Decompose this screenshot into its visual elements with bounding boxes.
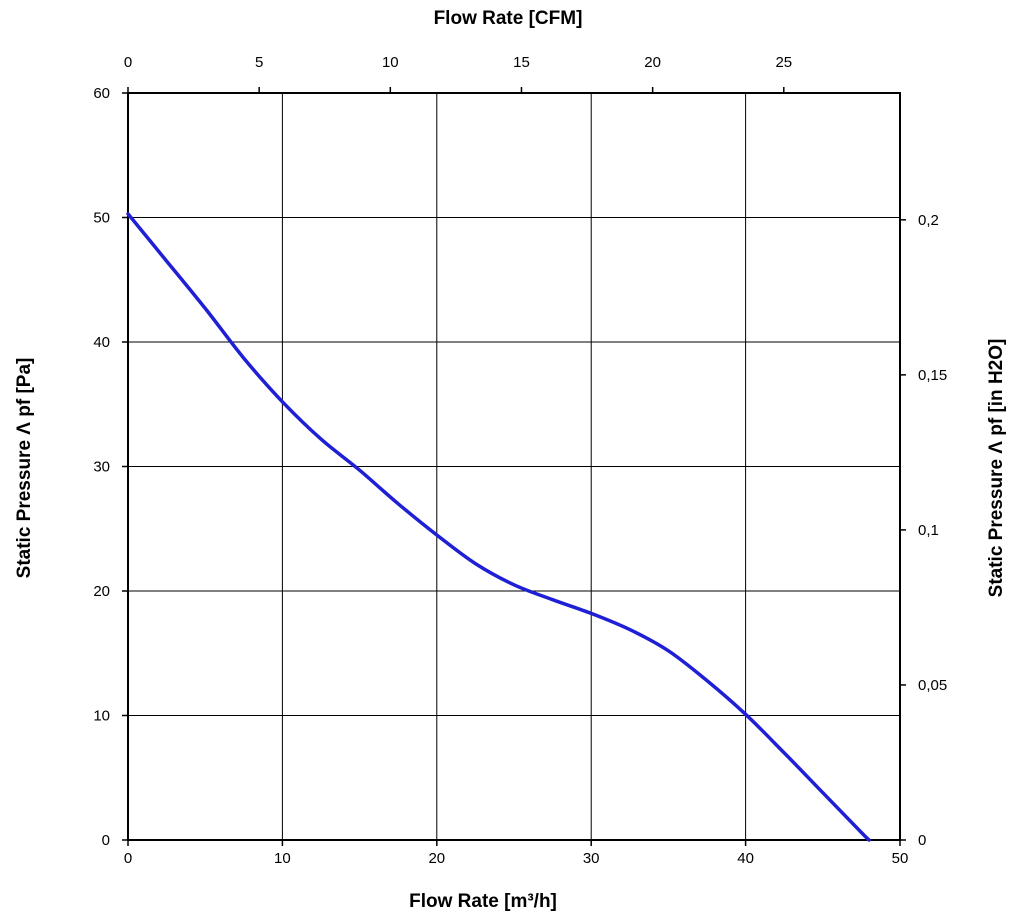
y-axis-title: Static Pressure Λ pf [Pa]: [14, 358, 35, 579]
y-tick-label-4: 40: [93, 334, 110, 351]
y2-axis-title: Static Pressure Λ pf [in H2O]: [986, 339, 1007, 598]
x2-tick-label-0: 0: [124, 54, 132, 71]
x-axis-title: Flow Rate [m³/h]: [409, 891, 557, 912]
y-tick-label-1: 10: [93, 708, 110, 725]
x-tick-label-0: 0: [124, 850, 132, 867]
tick-marks: [122, 87, 906, 846]
series-group: [126, 212, 871, 842]
x2-tick-label-2: 10: [382, 54, 399, 71]
y2-tick-labels: 0 0,05 0,1 0,15 0,2: [918, 212, 947, 849]
y-tick-labels: 0 10 20 30 40 50 60: [93, 85, 110, 849]
y-tick-label-3: 30: [93, 459, 110, 476]
x2-tick-label-4: 20: [644, 54, 661, 71]
x-tick-label-1: 10: [274, 850, 291, 867]
y2-tick-label-4: 0,2: [918, 212, 939, 229]
x2-tick-labels: 0 5 10 15 20 25: [124, 54, 792, 71]
x-tick-label-3: 30: [583, 850, 600, 867]
x2-tick-label-3: 15: [513, 54, 530, 71]
y2-tick-label-1: 0,05: [918, 677, 947, 694]
x-tick-labels: 0 10 20 30 40 50: [124, 850, 909, 867]
y-tick-label-2: 20: [93, 583, 110, 600]
grid-lines: [127, 92, 901, 841]
x-tick-label-4: 40: [737, 850, 754, 867]
x2-axis-title: Flow Rate [CFM]: [434, 8, 583, 29]
y2-tick-label-2: 0,1: [918, 522, 939, 539]
x-tick-label-5: 50: [892, 850, 909, 867]
series-line-0: [126, 212, 871, 842]
x2-tick-label-1: 5: [255, 54, 263, 71]
y-tick-label-6: 60: [93, 85, 110, 102]
y2-tick-label-3: 0,15: [918, 367, 947, 384]
x-tick-label-2: 20: [428, 850, 445, 867]
y-tick-label-5: 50: [93, 210, 110, 227]
y2-tick-label-0: 0: [918, 832, 926, 849]
x2-tick-label-5: 25: [775, 54, 792, 71]
y-tick-label-0: 0: [102, 832, 110, 849]
